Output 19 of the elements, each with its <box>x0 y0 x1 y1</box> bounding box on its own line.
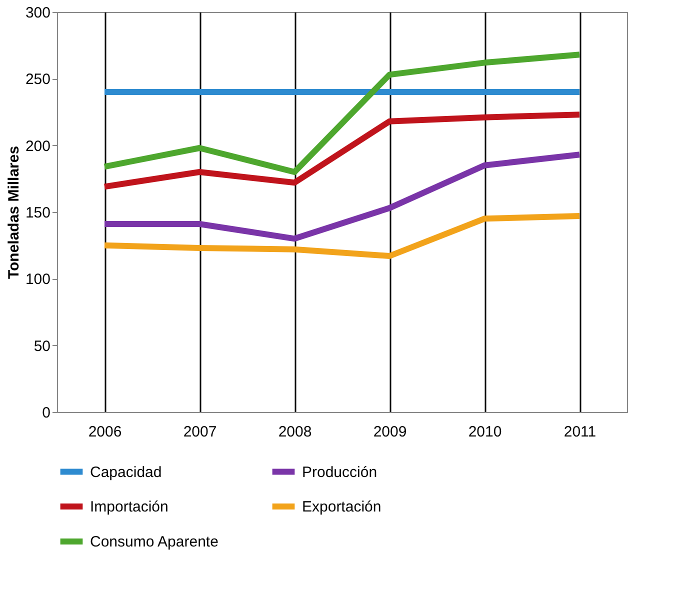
x-tick-label: 2006 <box>88 424 122 440</box>
legend-label: Importación <box>90 498 168 516</box>
legend-label: Exportación <box>302 498 382 516</box>
y-tick-label: 300 <box>25 4 50 22</box>
legend-label: Consumo Aparente <box>90 534 218 550</box>
legend-label: Capacidad <box>90 464 162 481</box>
x-tick-label: 2007 <box>183 424 217 440</box>
legend-label: Producción <box>302 464 378 481</box>
x-tick-label: 2011 <box>564 424 596 440</box>
y-tick-label: 150 <box>25 204 50 222</box>
x-tick-label: 2010 <box>468 424 502 440</box>
y-tick-label: 0 <box>42 404 50 422</box>
y-axis-title: Toneladas Millares <box>5 146 22 280</box>
x-tick-label: 2008 <box>278 424 312 440</box>
x-tick-label: 2009 <box>373 424 407 440</box>
y-tick-label: 50 <box>34 338 50 355</box>
y-tick-label: 100 <box>25 271 50 288</box>
y-tick-label: 200 <box>25 138 50 155</box>
y-tick-label: 250 <box>25 71 50 88</box>
